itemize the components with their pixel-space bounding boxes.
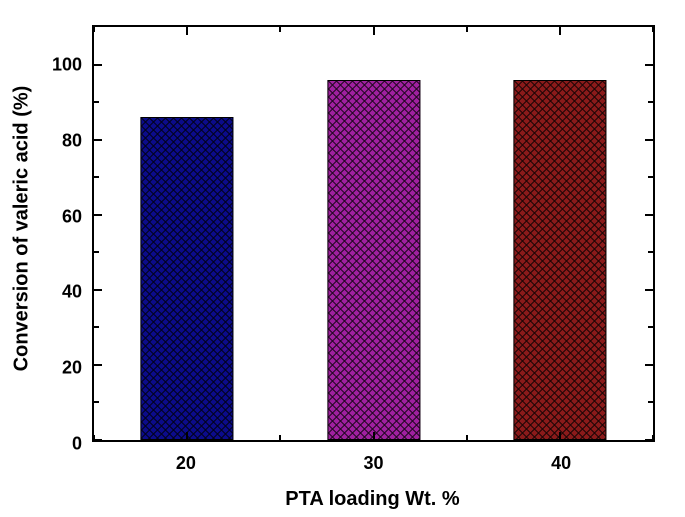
x-axis-label: PTA loading Wt. % — [90, 488, 655, 511]
y-minor-tick — [94, 326, 99, 328]
y-axis-label-text: Conversion of valeric acid (%) — [11, 86, 34, 372]
y-tick-label: 40 — [62, 282, 82, 303]
y-minor-tick — [94, 101, 99, 103]
y-minor-tick — [648, 101, 653, 103]
bar — [513, 80, 606, 440]
y-tick — [645, 214, 653, 216]
plot-area — [92, 25, 655, 442]
bar — [141, 117, 234, 440]
y-tick-label: 0 — [72, 434, 82, 455]
y-tick — [94, 289, 102, 291]
y-minor-tick — [648, 251, 653, 253]
x-minor-tick — [279, 27, 281, 32]
y-tick — [645, 64, 653, 66]
x-tick — [373, 27, 375, 35]
y-minor-tick — [94, 176, 99, 178]
x-minor-tick — [466, 27, 468, 32]
y-tick — [94, 139, 102, 141]
x-tick-label: 30 — [363, 453, 383, 474]
y-tick-label: 80 — [62, 130, 82, 151]
x-minor-tick — [466, 435, 468, 440]
y-tick — [645, 364, 653, 366]
y-tick-label: 60 — [62, 206, 82, 227]
x-minor-tick — [652, 27, 654, 32]
x-tick — [186, 432, 188, 440]
bar-chart: Conversion of valeric acid (%) 0 20 40 60 80… — [0, 0, 685, 517]
x-minor-tick — [93, 27, 95, 32]
y-minor-tick — [648, 176, 653, 178]
bar-hatch — [328, 81, 419, 439]
y-tick-labels: 020406080100 — [40, 25, 86, 442]
y-tick — [94, 364, 102, 366]
y-minor-tick — [94, 251, 99, 253]
y-tick — [645, 139, 653, 141]
x-tick-label: 20 — [176, 453, 196, 474]
y-tick — [94, 214, 102, 216]
x-tick — [373, 432, 375, 440]
x-tick-label: 40 — [551, 453, 571, 474]
x-tick — [559, 432, 561, 440]
x-minor-tick — [652, 435, 654, 440]
x-minor-tick — [279, 435, 281, 440]
y-tick — [94, 439, 102, 441]
y-tick-label: 20 — [62, 358, 82, 379]
x-minor-tick — [93, 435, 95, 440]
y-minor-tick — [648, 401, 653, 403]
plot-inner — [94, 27, 653, 440]
x-tick — [559, 27, 561, 35]
y-tick-label: 100 — [52, 54, 82, 75]
y-tick — [94, 64, 102, 66]
x-tick — [186, 27, 188, 35]
y-minor-tick — [94, 401, 99, 403]
bar — [327, 80, 420, 440]
y-minor-tick — [648, 326, 653, 328]
y-tick — [645, 289, 653, 291]
x-tick-labels: 20 30 40 — [92, 453, 655, 479]
y-axis-label: Conversion of valeric acid (%) — [8, 0, 36, 457]
bar-hatch — [142, 118, 233, 439]
bar-hatch — [514, 81, 605, 439]
